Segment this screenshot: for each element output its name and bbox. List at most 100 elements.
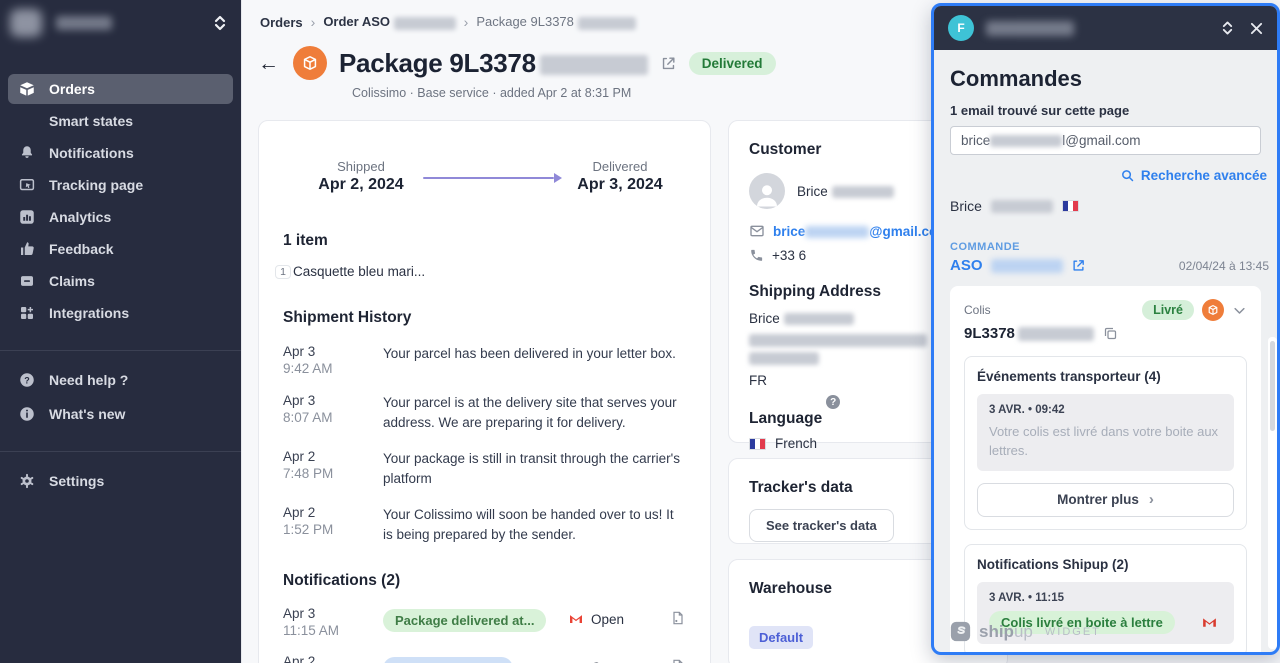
language-heading: Language [749, 410, 823, 427]
workspace-switcher[interactable] [0, 0, 241, 46]
redacted-last-name [990, 199, 1053, 213]
event-time: 7:48 PM [283, 466, 334, 482]
sidebar-item-orders[interactable]: Orders [8, 74, 233, 104]
carrier-events-section: Événements transporteur (4) 3 AVR. • 09:… [964, 356, 1247, 530]
shipup-logo-icon [950, 621, 971, 642]
orders-icon [18, 80, 36, 98]
sidebar-nav: Orders Smart states Notifications Tracki… [0, 74, 241, 328]
sidebar-divider [0, 451, 241, 452]
customer-email-link[interactable]: brice @gmail.com [773, 223, 950, 239]
event-text: Your Colissimo will soon be handed over … [383, 507, 674, 542]
redacted-email [805, 225, 870, 238]
items-heading: 1 item [283, 232, 328, 249]
notification-type-badge[interactable]: Package shipped [383, 657, 514, 663]
help-circle-icon[interactable]: ? [826, 395, 841, 409]
sidebar-item-feedback[interactable]: Feedback [8, 234, 233, 264]
sidebar-item-analytics[interactable]: Analytics [8, 202, 233, 232]
sidebar-item-label: Analytics [49, 209, 112, 225]
history-event: Apr 3 8:07 AM Your parcel is at the deliv… [283, 393, 686, 432]
advanced-search-link[interactable]: Recherche avancée [950, 168, 1267, 183]
notification-row: Apr 211:04 PM Package shipped Open [283, 654, 686, 663]
sidebar-item-claims[interactable]: Claims [8, 266, 233, 296]
gmail-icon [568, 611, 584, 627]
sidebar-item-notifications[interactable]: Notifications [8, 138, 233, 168]
show-more-button[interactable]: Montrer plus › [977, 482, 1234, 517]
customer-phone: +33 6 [772, 248, 807, 263]
help-icon: ? [18, 371, 36, 389]
chevron-down-icon[interactable] [1232, 303, 1247, 318]
carrier-event: 3 AVR. • 09:42 Votre colis est livré dan… [977, 394, 1234, 471]
language-value: French [775, 436, 818, 451]
breadcrumb-order-link[interactable]: Order ASO [323, 14, 456, 30]
colissimo-carrier-icon [1202, 299, 1224, 321]
carrier-events-heading: Événements transporteur (4) [977, 369, 1161, 384]
notification-action: Open [591, 660, 624, 663]
timeline-to-date: Apr 3, 2024 [577, 176, 663, 193]
event-text: Your parcel has been delivered in your l… [383, 346, 676, 361]
shipup-notification-date: 3 AVR. • 11:15 [989, 591, 1064, 604]
redacted-email [990, 134, 1063, 147]
redacted-widget-account [986, 20, 1074, 36]
redacted-order-number [393, 16, 456, 30]
event-text: Your package is still in transit through… [383, 451, 680, 486]
see-tracker-data-button[interactable]: See tracker's data [749, 509, 894, 542]
breadcrumb: Orders › Order ASO › Package 9L3378 [242, 0, 1280, 30]
sidebar-item-whats-new[interactable]: What's new [8, 399, 233, 429]
order-section-label: COMMANDE [950, 241, 1020, 253]
sidebar-item-settings[interactable]: Settings [8, 466, 233, 496]
notification-row: Apr 3 11:15 AM Package delivered at... Op… [283, 606, 686, 638]
sidebar-item-label: Feedback [49, 241, 114, 257]
order-item[interactable]: 1 Casquette bleu mari... [275, 264, 686, 279]
email-search-input[interactable]: brice l@gmail.com [950, 126, 1261, 155]
notifications-heading: Notifications (2) [283, 572, 401, 590]
redacted-parcel-number [1017, 327, 1094, 342]
logo-text-widget: WIDGET [1044, 625, 1101, 638]
notification-type-badge[interactable]: Package delivered at... [383, 609, 547, 633]
copy-icon[interactable] [1103, 326, 1118, 341]
external-link-icon[interactable] [660, 55, 677, 72]
sidebar-item-label: Notifications [49, 145, 134, 161]
notification-action: Open [591, 611, 625, 627]
chevron-right-icon: › [310, 14, 316, 30]
history-event: Apr 3 9:42 AM Your parcel has been delive… [283, 344, 686, 376]
close-icon[interactable] [1250, 22, 1263, 35]
sidebar-item-tracking-page[interactable]: Tracking page [8, 170, 233, 200]
sidebar-item-integrations[interactable]: Integrations [8, 298, 233, 328]
package-subtitle: Colissimo · Base service · added Apr 2 a… [352, 86, 632, 100]
logo-text-up: up [1013, 621, 1033, 641]
chevron-right-icon: › [1148, 491, 1154, 509]
claims-icon [18, 272, 36, 290]
thumbs-up-icon [18, 240, 36, 258]
sidebar-item-need-help[interactable]: ? Need help ? [8, 365, 233, 395]
notification-date: Apr 3 [283, 606, 316, 622]
shipup-notifications-heading: Notifications Shipup (2) [977, 556, 1129, 572]
document-icon[interactable] [670, 654, 686, 663]
external-link-icon[interactable] [1071, 258, 1086, 273]
widget-switch-chevrons-icon[interactable] [1221, 20, 1234, 36]
redacted-last-name [831, 185, 894, 198]
event-time: 8:07 AM [283, 410, 333, 425]
shipment-card: Shipped Apr 2, 2024 Delivered Apr 3, 202… [258, 120, 711, 663]
document-icon[interactable] [670, 606, 686, 626]
widget-scrollbar[interactable] [1268, 337, 1277, 649]
widget-header: F [934, 6, 1277, 50]
info-icon [18, 405, 36, 423]
sidebar-item-label: Integrations [49, 305, 130, 321]
order-link[interactable]: ASO [950, 257, 1086, 274]
order-date: 02/04/24 à 13:45 [1178, 258, 1269, 273]
shipup-widget-panel: F Commandes 1 email trouvé sur cette pag… [931, 3, 1280, 655]
shipment-timeline: Shipped Apr 2, 2024 Delivered Apr 3, 202… [283, 145, 686, 194]
widget-found-text: 1 email trouvé sur cette page [950, 103, 1130, 118]
sidebar-item-label: Claims [49, 273, 95, 289]
tracking-page-icon [18, 176, 36, 194]
breadcrumb-orders-link[interactable]: Orders [260, 14, 303, 30]
shipup-notifications-section: Notifications Shipup (2) 3 AVR. • 11:15 … [964, 543, 1247, 652]
workspace-switch-chevrons-icon[interactable] [213, 15, 227, 31]
sidebar-item-smart-states[interactable]: Smart states [8, 106, 233, 136]
colissimo-carrier-icon [293, 46, 327, 80]
avatar [749, 173, 785, 209]
warehouse-heading: Warehouse [749, 580, 832, 597]
svg-text:?: ? [24, 375, 30, 385]
event-date: Apr 2 [283, 449, 316, 465]
back-arrow-icon[interactable]: ← [258, 51, 279, 75]
